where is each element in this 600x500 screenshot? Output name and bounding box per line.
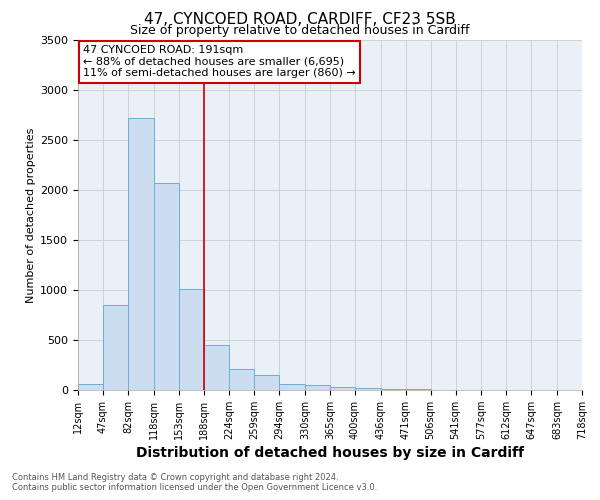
Text: Size of property relative to detached houses in Cardiff: Size of property relative to detached ho… — [130, 24, 470, 37]
Bar — [154, 183, 179, 390]
Bar — [229, 369, 254, 390]
Bar — [78, 384, 103, 390]
Y-axis label: Number of detached properties: Number of detached properties — [26, 128, 36, 302]
Bar — [203, 345, 229, 390]
X-axis label: Distribution of detached houses by size in Cardiff: Distribution of detached houses by size … — [136, 446, 524, 460]
Bar — [280, 384, 305, 390]
Bar — [380, 388, 406, 390]
Bar — [254, 375, 280, 390]
Text: 47 CYNCOED ROAD: 191sqm
← 88% of detached houses are smaller (6,695)
11% of semi: 47 CYNCOED ROAD: 191sqm ← 88% of detache… — [83, 46, 356, 78]
Bar — [103, 305, 128, 390]
Text: Contains HM Land Registry data © Crown copyright and database right 2024.
Contai: Contains HM Land Registry data © Crown c… — [12, 473, 377, 492]
Bar — [330, 387, 355, 390]
Bar — [406, 389, 431, 390]
Bar — [305, 384, 330, 390]
Bar — [128, 118, 154, 390]
Bar — [179, 289, 203, 390]
Bar — [355, 388, 380, 390]
Text: 47, CYNCOED ROAD, CARDIFF, CF23 5SB: 47, CYNCOED ROAD, CARDIFF, CF23 5SB — [144, 12, 456, 28]
